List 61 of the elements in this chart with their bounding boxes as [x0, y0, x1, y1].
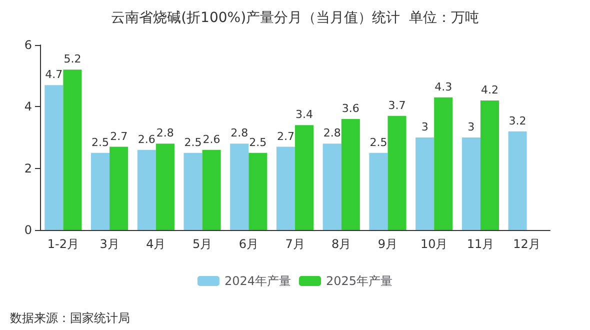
chart-title: 云南省烧碱(折100%)产量分月（当月值）统计 单位：万吨: [111, 10, 479, 26]
legend-label: 2025年产量: [326, 274, 393, 288]
source-note: 数据来源：国家统计局: [10, 311, 130, 325]
data-label: 3.2: [508, 114, 526, 128]
data-label: 2.5: [92, 136, 110, 149]
x-tick-label: 4月: [146, 237, 166, 251]
bar: [248, 152, 268, 230]
bar: [184, 152, 202, 230]
data-label: 2.6: [202, 132, 220, 146]
bar: [276, 146, 295, 230]
data-label: 4.7: [45, 68, 63, 82]
data-label: 3.4: [296, 108, 314, 122]
bar: [44, 85, 64, 230]
bar: [202, 150, 221, 230]
bar: [341, 119, 360, 230]
y-tick-label: 4: [24, 100, 32, 114]
bar: [480, 100, 499, 230]
bar: [230, 144, 249, 230]
data-label: 4.3: [434, 80, 452, 94]
data-label: 3.6: [342, 102, 360, 115]
x-tick-label: 7月: [285, 237, 305, 251]
bar: [137, 150, 156, 230]
data-label: 4.2: [480, 84, 498, 96]
x-tick-label: 1-2月: [47, 237, 79, 251]
data-label: 2.8: [156, 126, 174, 140]
y-tick-label: 2: [24, 161, 32, 176]
data-label: 2.5: [249, 136, 267, 149]
bar: [508, 131, 527, 230]
bar: [388, 116, 406, 230]
data-label: 3.7: [388, 98, 406, 112]
x-tick-label: 11月: [466, 237, 494, 251]
bar: [110, 146, 128, 230]
bar: [63, 70, 82, 230]
data-label: 3: [468, 120, 475, 134]
x-tick-label: 12月: [513, 237, 540, 251]
bar: [434, 97, 453, 230]
x-tick-label: 5月: [192, 237, 212, 251]
bar: [91, 152, 110, 230]
bar: [156, 144, 174, 230]
bar: [369, 152, 388, 230]
legend-label: 2024年产量: [224, 274, 292, 288]
x-tick-label: 6月: [238, 237, 258, 251]
bar: [295, 125, 314, 230]
data-label: 2.5: [184, 136, 202, 149]
y-tick-label: 6: [24, 38, 32, 52]
x-tick-label: 8月: [332, 237, 352, 251]
data-label: 3: [421, 120, 428, 134]
data-label: 2.5: [370, 136, 388, 149]
data-label: 2.8: [230, 126, 248, 140]
bar: [416, 138, 434, 230]
data-label: 2.8: [323, 126, 341, 140]
data-label: 2.6: [138, 132, 156, 146]
y-tick-label: 0: [24, 223, 32, 237]
data-label: 2.7: [110, 130, 128, 143]
bar: [462, 138, 480, 230]
bar: [322, 144, 342, 230]
data-label: 2.7: [276, 130, 294, 143]
x-tick-label: 9月: [378, 237, 398, 251]
x-tick-label: 10月: [420, 237, 448, 251]
x-tick-label: 3月: [100, 237, 120, 251]
data-label: 5.2: [64, 52, 82, 66]
